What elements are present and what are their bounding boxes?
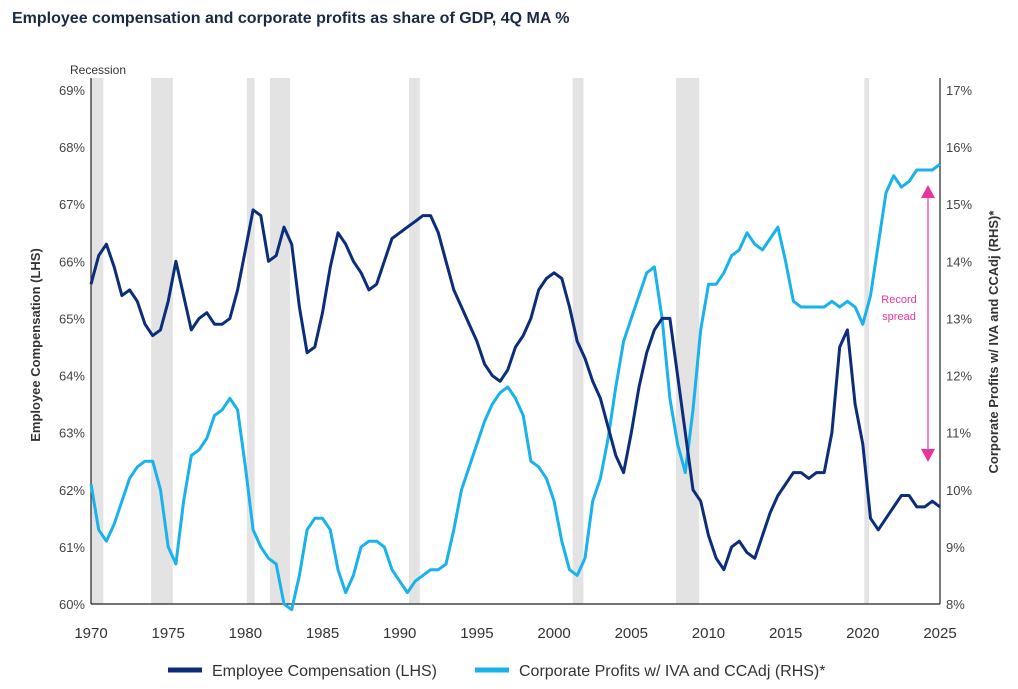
left-tick-label: 65% <box>59 311 85 326</box>
x-tick-label: 1980 <box>229 625 262 642</box>
record-spread-label-line1: Record <box>881 294 916 306</box>
right-tick-label: 9% <box>946 540 965 555</box>
left-tick-label: 62% <box>59 483 85 498</box>
recession-band-3 <box>270 78 291 604</box>
right-tick-label: 16% <box>946 140 972 155</box>
right-tick-label: 10% <box>946 483 972 498</box>
record-spread-label-line2: spread <box>882 311 916 323</box>
series-line-corporate-profits <box>89 163 941 612</box>
left-axis-label: Employee Compensation (LHS) <box>28 248 43 442</box>
chart-title: Employee compensation and corporate prof… <box>12 10 570 27</box>
left-tick-label: 67% <box>59 197 85 212</box>
left-tick-label: 61% <box>59 540 85 555</box>
x-tick-label: 2020 <box>846 625 879 642</box>
recession-band-6 <box>676 78 700 604</box>
x-tick-label: 2005 <box>615 625 648 642</box>
x-tick-label: 2015 <box>769 625 802 642</box>
x-tick-label: 1985 <box>306 625 339 642</box>
right-tick-label: 13% <box>946 311 972 326</box>
right-axis-label: Corporate Profits w/ IVA and CCAdj (RHS)… <box>986 210 1001 474</box>
right-tick-label: 14% <box>946 254 972 269</box>
record-spread-arrowhead-down <box>921 449 935 462</box>
left-tick-label: 66% <box>59 254 85 269</box>
legend-label-corporate-profits: Corporate Profits w/ IVA and CCAdj (RHS)… <box>519 663 825 680</box>
right-tick-label: 15% <box>946 197 972 212</box>
left-tick-label: 63% <box>59 426 85 441</box>
left-tick-label: 64% <box>59 369 85 384</box>
recession-band-7 <box>864 78 869 604</box>
recession-band-4 <box>408 78 420 604</box>
left-tick-label: 68% <box>59 140 85 155</box>
x-tick-label: 1970 <box>74 625 107 642</box>
x-tick-label: 1975 <box>151 625 184 642</box>
record-spread-arrowhead-up <box>921 185 935 198</box>
recession-label: Recession <box>70 63 126 77</box>
chart-legend: Employee Compensation (LHS) Corporate Pr… <box>168 663 825 680</box>
recession-band-1 <box>151 78 173 604</box>
x-tick-label: 1990 <box>383 625 416 642</box>
legend-label-employee-compensation: Employee Compensation (LHS) <box>212 663 437 680</box>
record-spread-annotation: Record spread <box>881 185 935 462</box>
left-tick-label: 69% <box>59 83 85 98</box>
x-tick-label: 2025 <box>923 625 956 642</box>
right-axis-ticks: 8% 9% 10% 11% 12% 13% 14% 15% 16% 17% <box>946 83 972 612</box>
series-line-employee-compensation <box>89 208 941 572</box>
x-tick-label: 2010 <box>692 625 725 642</box>
left-tick-label: 60% <box>59 597 85 612</box>
recession-bands <box>91 78 869 604</box>
right-tick-label: 11% <box>946 426 971 441</box>
left-axis-ticks: 60% 61% 62% 63% 64% 65% 66% 67% 68% 69% <box>59 83 85 612</box>
x-axis-ticks: 1970 1975 1980 1985 1990 1995 2000 2005 2010 2015… <box>74 625 956 642</box>
x-tick-label: 2000 <box>537 625 570 642</box>
right-tick-label: 8% <box>946 597 965 612</box>
right-tick-label: 17% <box>946 83 972 98</box>
recession-band-2 <box>246 78 255 604</box>
right-tick-label: 12% <box>946 369 972 384</box>
recession-band-0 <box>91 78 104 604</box>
x-tick-label: 1995 <box>460 625 493 642</box>
